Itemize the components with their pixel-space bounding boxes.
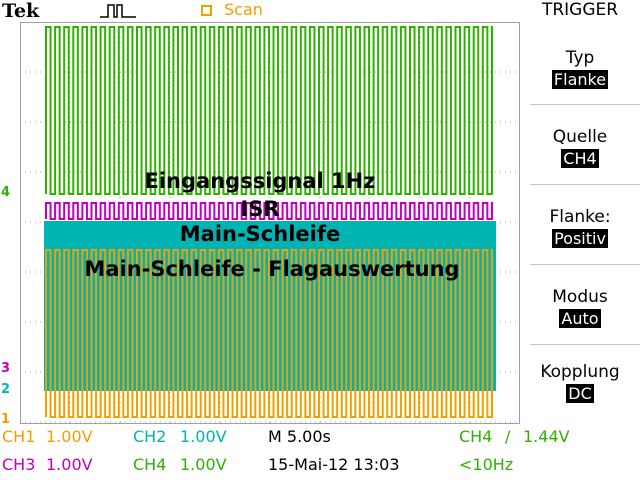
menu-divider xyxy=(530,264,640,265)
menu-label-typ: Typ xyxy=(565,48,595,68)
trigger-slope-icon: / xyxy=(505,427,511,446)
scan-label: Scan xyxy=(224,0,263,19)
ch3-label: CH3 xyxy=(2,455,36,474)
menu-divider xyxy=(530,104,640,105)
ch4-waveform xyxy=(45,26,493,195)
ch3-waveform xyxy=(45,202,493,220)
menu-divider xyxy=(530,344,640,345)
menu-item-modus[interactable]: Modus Auto xyxy=(520,265,640,343)
menu-item-typ[interactable]: Typ Flanke xyxy=(520,26,640,104)
ch3-ground-marker: 3 xyxy=(1,361,11,376)
menu-value-quelle: CH4 xyxy=(561,149,599,168)
label-main-schleife: Main-Schleife xyxy=(179,222,341,246)
ch1-ground-marker: 1 xyxy=(1,412,11,427)
menu-label-kopplung: Kopplung xyxy=(540,362,620,382)
date-time: 15-Mai-12 13:03 xyxy=(268,455,400,474)
ch4-scale: 1.00V xyxy=(180,455,227,474)
label-flagauswertung: Main-Schleife - Flagauswertung xyxy=(84,257,460,281)
label-eingangssignal: Eingangssignal 1Hz xyxy=(144,169,376,193)
menu-value-kopplung: DC xyxy=(566,384,594,403)
ch1-label: CH1 xyxy=(2,427,36,446)
trigger-menu-title: TRIGGER xyxy=(541,0,619,20)
waveform-display: 4 3 2 1 Eingangssignal 1Hz ISR Main-Schl… xyxy=(1,22,520,427)
trigger-level: 1.44V xyxy=(523,427,570,446)
menu-label-quelle: Quelle xyxy=(552,127,608,147)
trigger-menu: TRIGGER Typ Flanke Quelle CH4 Flanke: Po… xyxy=(520,0,640,424)
ch3-scale: 1.00V xyxy=(46,455,93,474)
timebase-readout: M 5.00s xyxy=(268,427,331,446)
ch1-scale: 1.00V xyxy=(46,427,93,446)
trigger-source: CH4 xyxy=(459,427,493,446)
ch2-ground-marker: 2 xyxy=(1,382,11,397)
menu-divider xyxy=(530,184,640,185)
menu-item-kopplung[interactable]: Kopplung DC xyxy=(520,340,640,418)
menu-label-flanke: Flanke: xyxy=(549,207,611,227)
brand-logo: Tek xyxy=(2,0,40,22)
ch1-waveform xyxy=(45,249,493,418)
label-isr: ISR xyxy=(240,197,280,221)
ch2-scale: 1.00V xyxy=(180,427,227,446)
menu-label-modus: Modus xyxy=(552,287,608,307)
waveform-canvas xyxy=(20,22,520,424)
status-bar: CH1 1.00V CH2 1.00V M 5.00s CH4 / 1.44V … xyxy=(0,424,640,480)
menu-value-modus: Auto xyxy=(559,309,601,328)
acquisition-pulse-icon xyxy=(100,4,136,18)
menu-value-typ: Flanke xyxy=(551,70,609,89)
header-bar: Tek Scan xyxy=(0,0,520,22)
ch4-ground-marker: 4 xyxy=(1,185,11,200)
ch4-label: CH4 xyxy=(133,455,167,474)
menu-item-quelle[interactable]: Quelle CH4 xyxy=(520,105,640,183)
graticule-border xyxy=(20,22,520,424)
trigger-frequency: <10Hz xyxy=(459,455,514,474)
ch2-label: CH2 xyxy=(133,427,167,446)
menu-item-flanke[interactable]: Flanke: Positiv xyxy=(520,185,640,263)
scan-mode-icon xyxy=(201,5,212,16)
menu-value-flanke: Positiv xyxy=(552,229,608,248)
